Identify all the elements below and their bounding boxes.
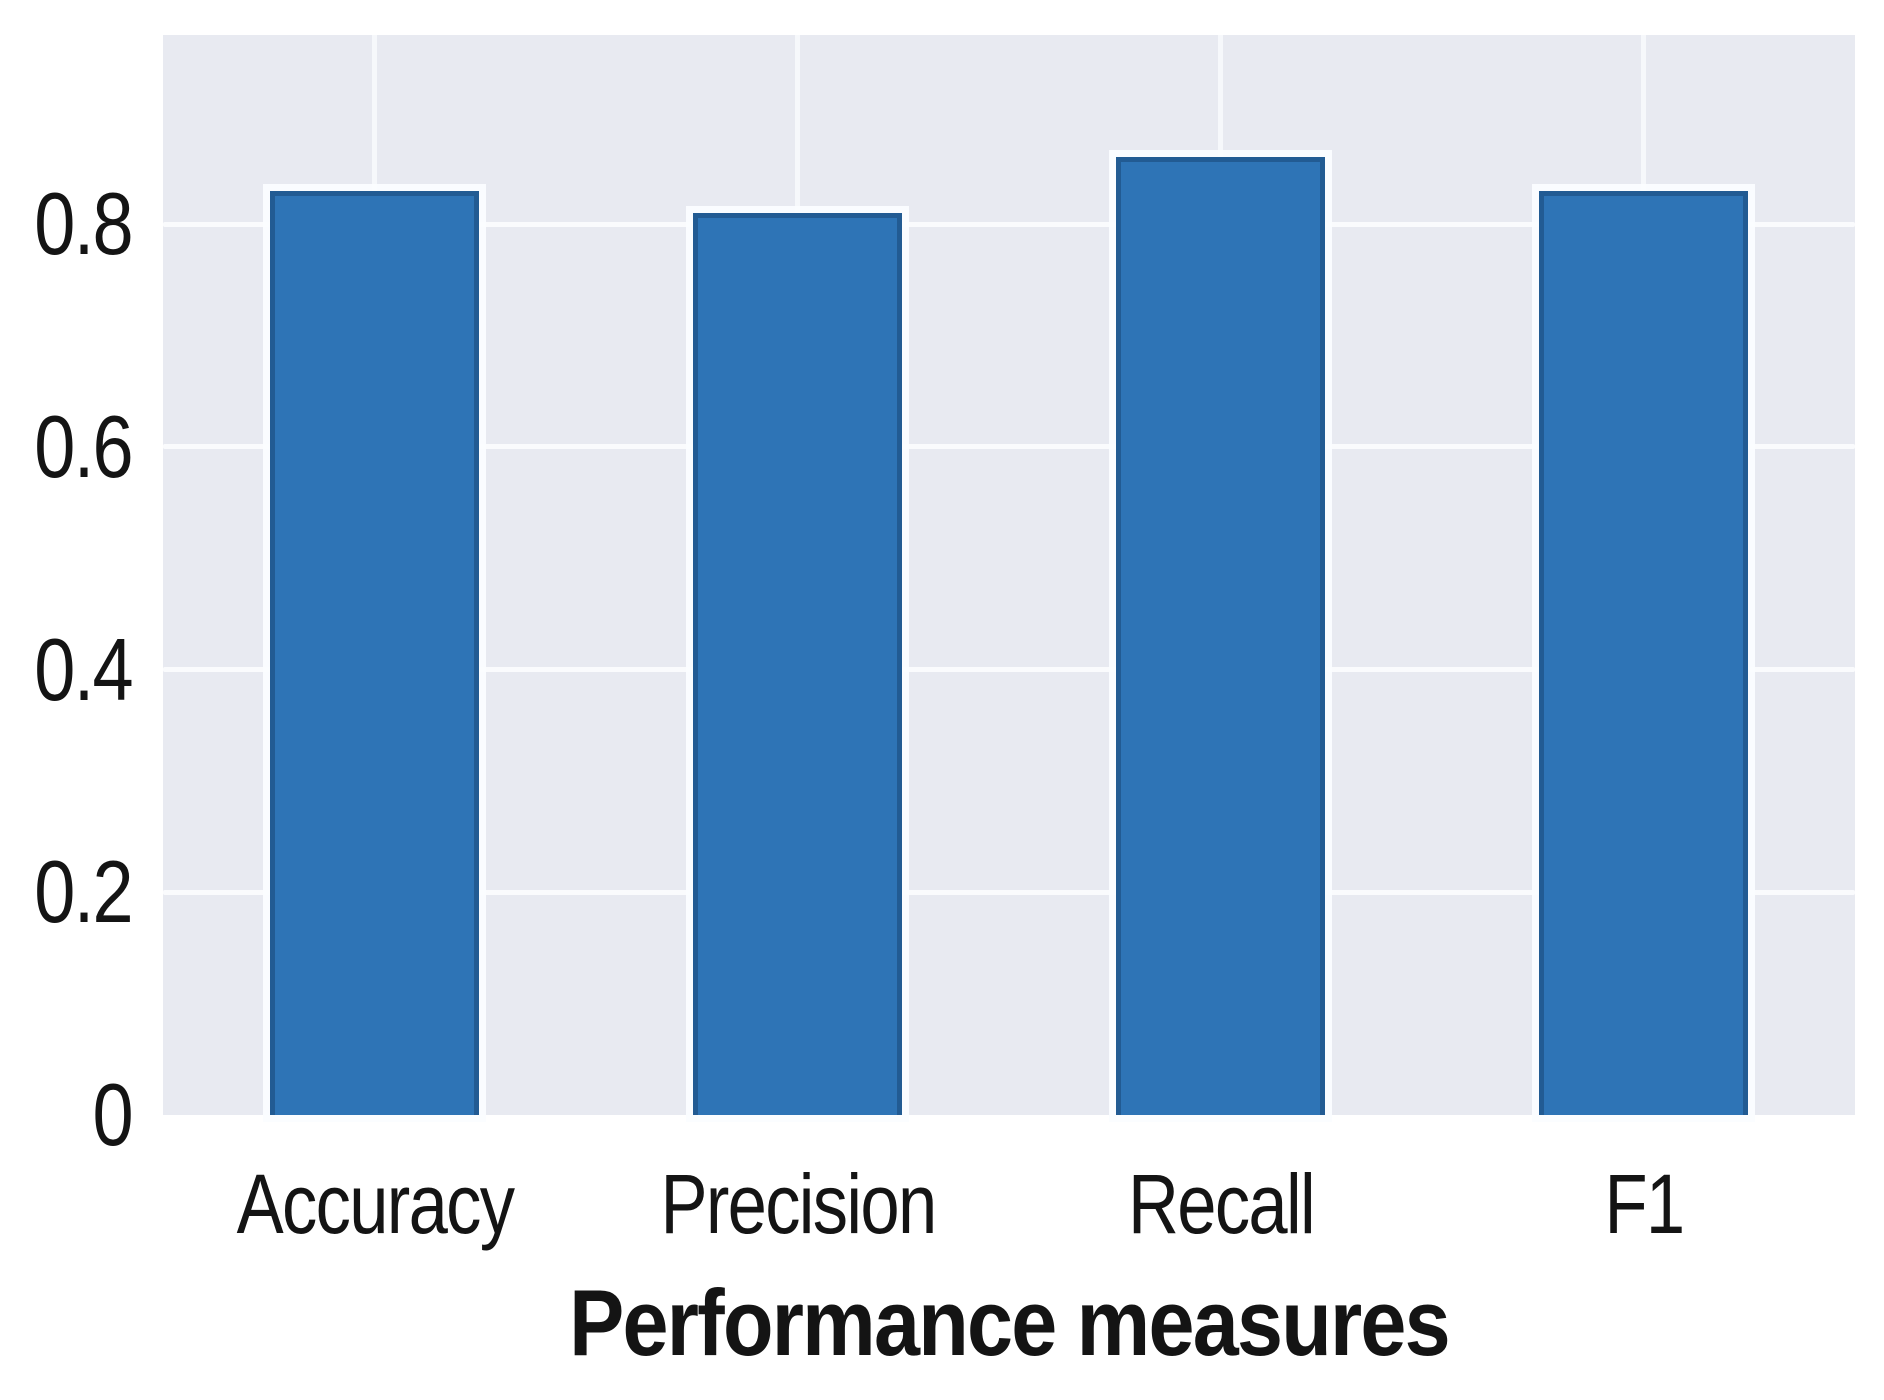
bar-precision bbox=[692, 213, 903, 1115]
bar-recall bbox=[1115, 157, 1326, 1115]
y-tick-label: 0.8 bbox=[34, 174, 133, 274]
x-tick-label-recall: Recall bbox=[1127, 1157, 1315, 1251]
horizontal-gridline bbox=[163, 889, 1855, 895]
horizontal-gridline bbox=[163, 221, 1855, 227]
y-tick-label: 0.6 bbox=[34, 396, 133, 496]
horizontal-gridline bbox=[163, 444, 1855, 450]
x-tick-label-precision: Precision bbox=[659, 1157, 937, 1251]
x-axis-title: Performance measures bbox=[569, 1270, 1451, 1375]
y-tick-label: 0 bbox=[92, 1065, 134, 1164]
plot-area bbox=[163, 35, 1855, 1115]
y-tick-label: 0.2 bbox=[34, 842, 133, 942]
x-tick-label-accuracy: Accuracy bbox=[236, 1157, 514, 1251]
y-tick-label: 0.4 bbox=[34, 619, 133, 719]
horizontal-gridline bbox=[163, 667, 1855, 673]
bar-accuracy bbox=[269, 190, 480, 1115]
x-tick-label-f1: F1 bbox=[1604, 1157, 1685, 1251]
bar-f1 bbox=[1538, 190, 1749, 1115]
